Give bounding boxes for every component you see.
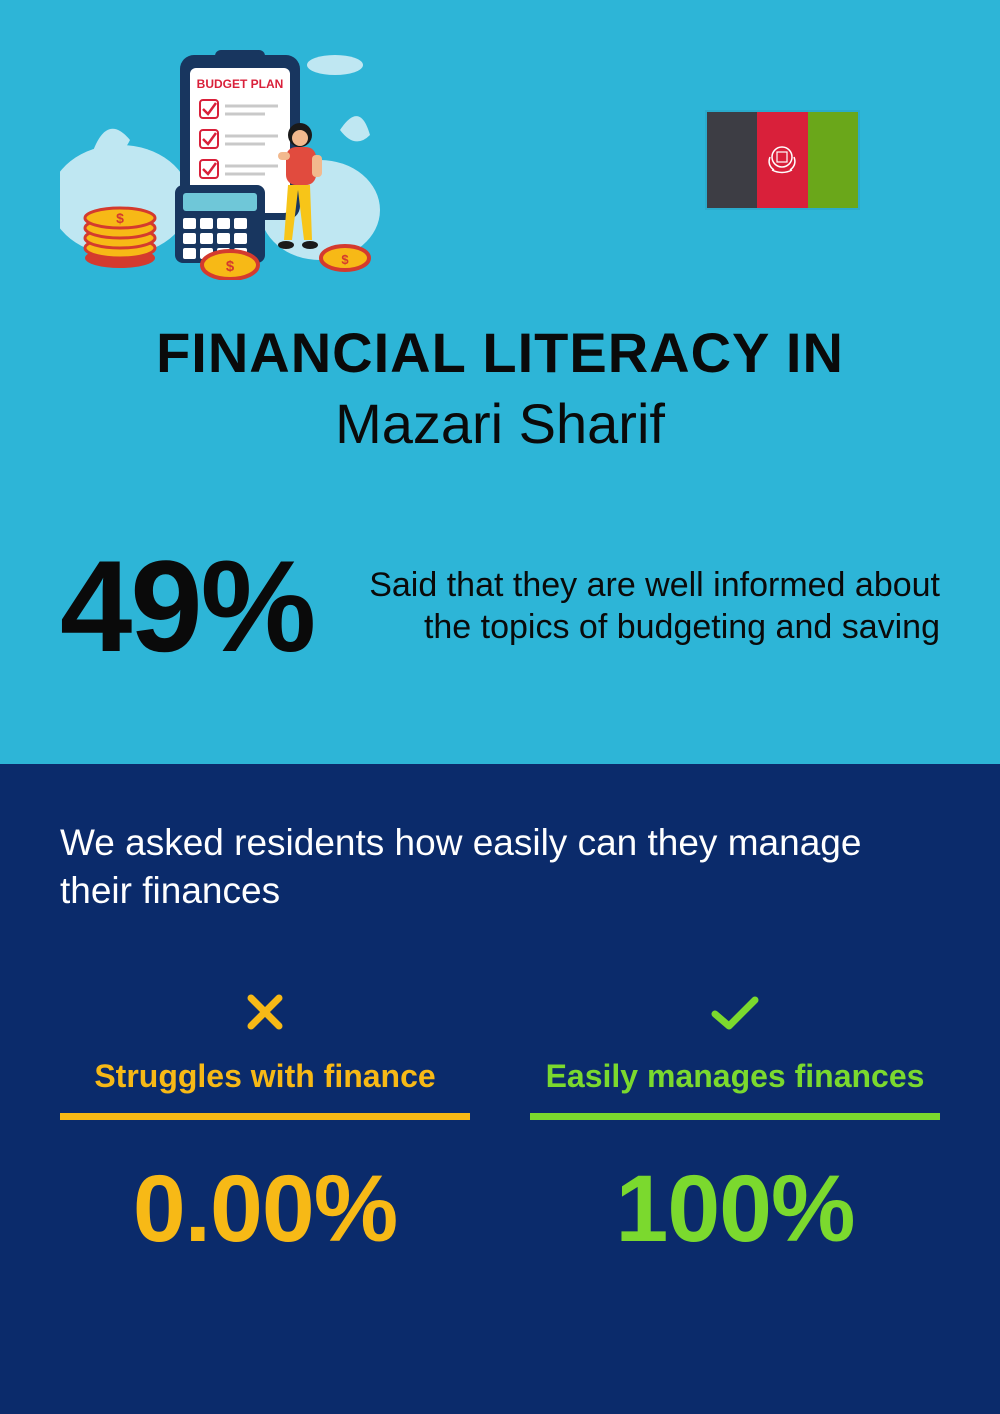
- column-struggles-label: Struggles with finance: [60, 1058, 470, 1095]
- afghanistan-flag: [705, 110, 860, 210]
- top-section: BUDGET PLAN: [0, 0, 1000, 764]
- infographic-page: BUDGET PLAN: [0, 0, 1000, 1414]
- column-manages: Easily manages finances 100%: [530, 985, 940, 1264]
- flag-stripe-black: [707, 112, 757, 208]
- title-line1: FINANCIAL LITERACY IN: [60, 320, 940, 385]
- svg-text:$: $: [116, 210, 124, 226]
- result-columns: Struggles with finance 0.00% Easily mana…: [60, 985, 940, 1264]
- bottom-section: We asked residents how easily can they m…: [0, 764, 1000, 1414]
- budget-illustration: BUDGET PLAN: [60, 40, 380, 280]
- main-stat-description: Said that they are well informed about t…: [344, 564, 940, 649]
- column-manages-value: 100%: [530, 1155, 940, 1264]
- column-manages-label: Easily manages finances: [530, 1058, 940, 1095]
- flag-stripe-red: [757, 112, 807, 208]
- survey-question: We asked residents how easily can they m…: [60, 819, 880, 915]
- title-line2: Mazari Sharif: [60, 391, 940, 456]
- column-struggles-value: 0.00%: [60, 1155, 470, 1264]
- check-icon: [530, 985, 940, 1040]
- flag-stripe-green: [808, 112, 858, 208]
- column-manages-rule: [530, 1113, 940, 1120]
- title-block: FINANCIAL LITERACY IN Mazari Sharif: [60, 320, 940, 456]
- header-row: BUDGET PLAN: [60, 40, 940, 280]
- main-stat-row: 49% Said that they are well informed abo…: [60, 541, 940, 671]
- main-stat-value: 49%: [60, 541, 314, 671]
- clipboard-label: BUDGET PLAN: [197, 77, 284, 91]
- coins-icon: $: [85, 208, 155, 268]
- svg-text:$: $: [226, 258, 235, 275]
- column-struggles: Struggles with finance 0.00%: [60, 985, 470, 1264]
- flag-emblem-icon: [762, 140, 802, 180]
- cross-icon: [60, 985, 470, 1040]
- svg-text:$: $: [341, 252, 349, 267]
- column-struggles-rule: [60, 1113, 470, 1120]
